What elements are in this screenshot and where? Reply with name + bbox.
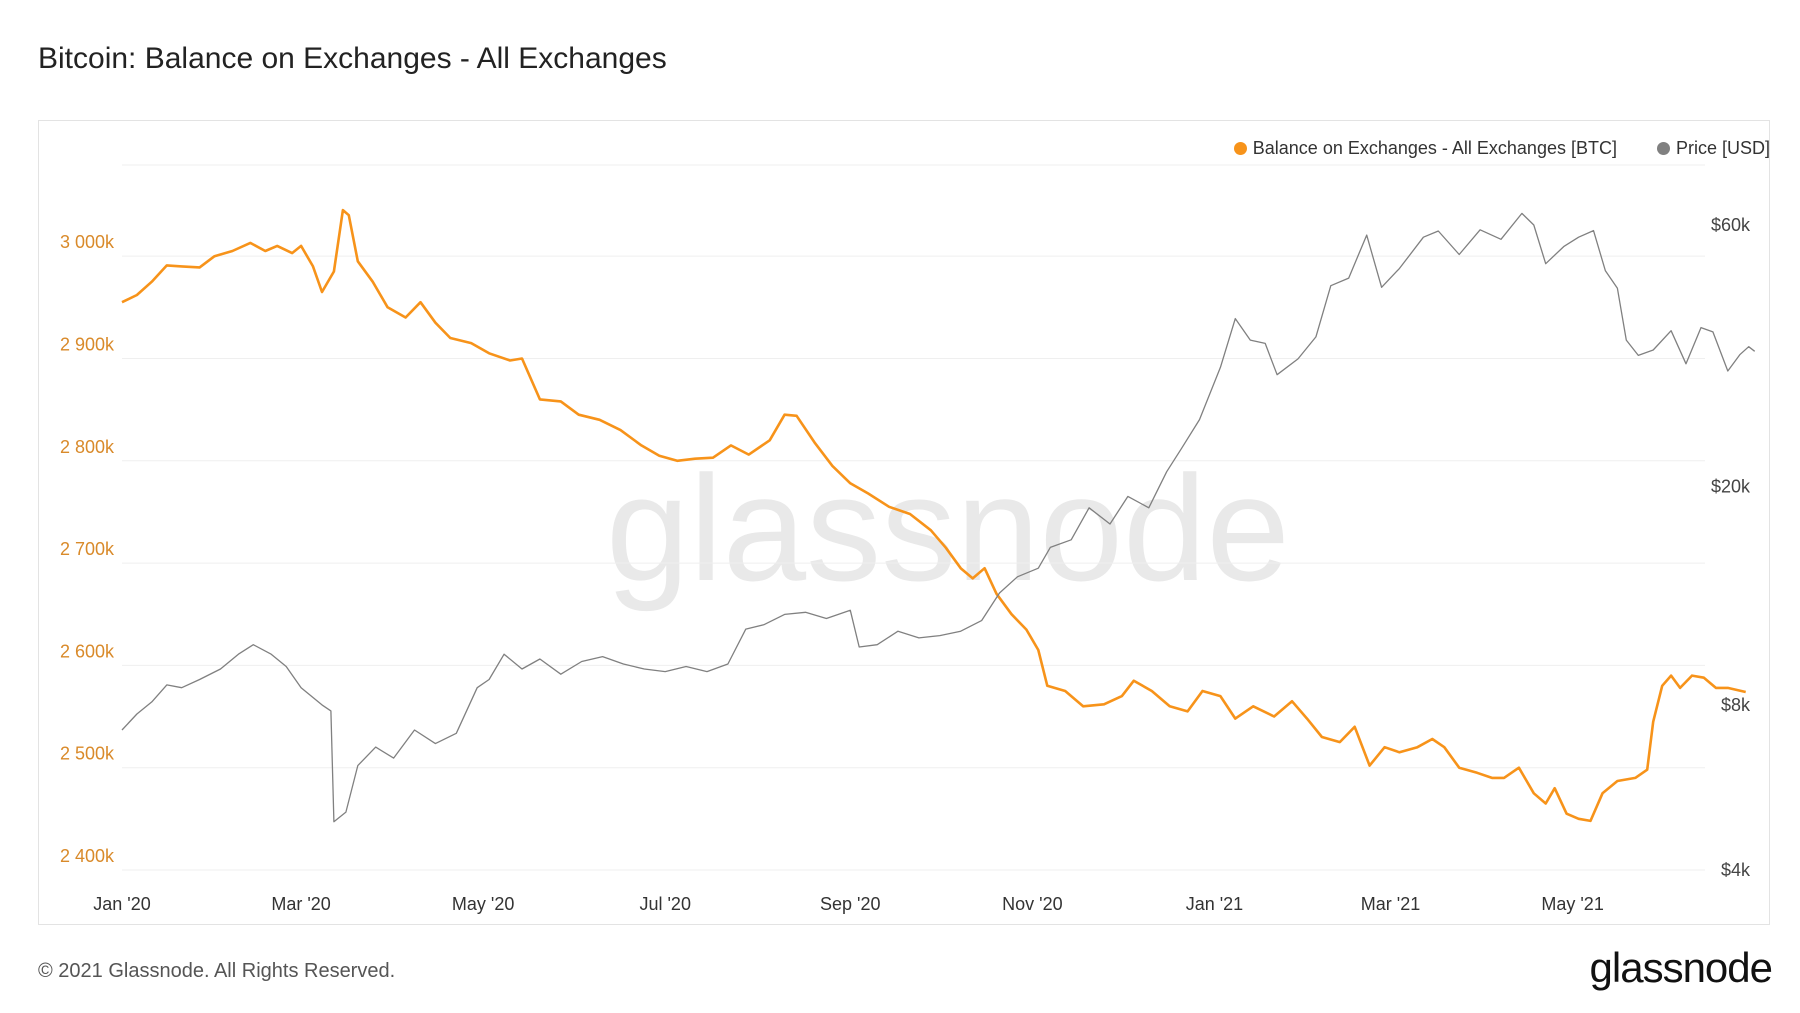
x-tick-label: Sep '20	[820, 894, 881, 914]
y-left-tick-label: 3 000k	[60, 232, 115, 252]
legend-dot-price	[1656, 142, 1670, 155]
y-left-tick-label: 2 800k	[60, 437, 115, 457]
y-left-tick-label: 2 900k	[60, 334, 115, 354]
x-tick-label: May '20	[452, 894, 514, 914]
y-left-tick-label: 2 400k	[60, 846, 115, 866]
x-tick-label: Mar '21	[1361, 894, 1420, 914]
y-right-tick-label: $60k	[1711, 215, 1751, 235]
legend-label-price: Price [USD]	[1675, 138, 1770, 158]
x-tick-label: Nov '20	[1002, 894, 1062, 914]
footer-copyright: © 2021 Glassnode. All Rights Reserved.	[38, 960, 396, 982]
y-right-tick-label: $4k	[1721, 860, 1751, 880]
series-line-price	[121, 212, 1756, 823]
legend-item-balance[interactable]: Balance on Exchanges - All Exchanges [BT…	[1233, 138, 1617, 159]
x-tick-label: Mar '20	[271, 894, 330, 914]
x-tick-label: Jul '20	[639, 894, 690, 914]
legend-label-balance: Balance on Exchanges - All Exchanges [BT…	[1252, 138, 1617, 158]
y-left-tick-label: 2 600k	[60, 641, 115, 661]
legend-item-price[interactable]: Price [USD]	[1656, 138, 1770, 159]
axis-labels: 2 400k 2 500k 2 600k 2 700k 2 800k 2 900k 3 00…	[60, 215, 1751, 914]
series-line-balance	[121, 208, 1746, 823]
y-left-tick-label: 2 500k	[60, 744, 115, 764]
glassnode-logo[interactable]: glassnode	[1589, 944, 1773, 991]
gridlines	[122, 164, 1705, 871]
x-tick-label: Jan '20	[93, 894, 150, 914]
x-tick-label: Jan '21	[1186, 894, 1243, 914]
x-tick-label: May '21	[1541, 894, 1603, 914]
series-layer	[121, 208, 1756, 823]
page-title: Bitcoin: Balance on Exchanges - All Exch…	[38, 42, 667, 75]
legend-dot-balance	[1233, 142, 1247, 155]
chart-frame	[38, 120, 1770, 925]
y-right-tick-label: $20k	[1711, 477, 1751, 497]
y-right-tick-label: $8k	[1721, 695, 1751, 715]
watermark: glassnode	[606, 444, 1290, 612]
y-left-tick-label: 2 700k	[60, 539, 115, 559]
legend: Balance on Exchanges - All Exchanges [BT…	[1233, 138, 1770, 159]
